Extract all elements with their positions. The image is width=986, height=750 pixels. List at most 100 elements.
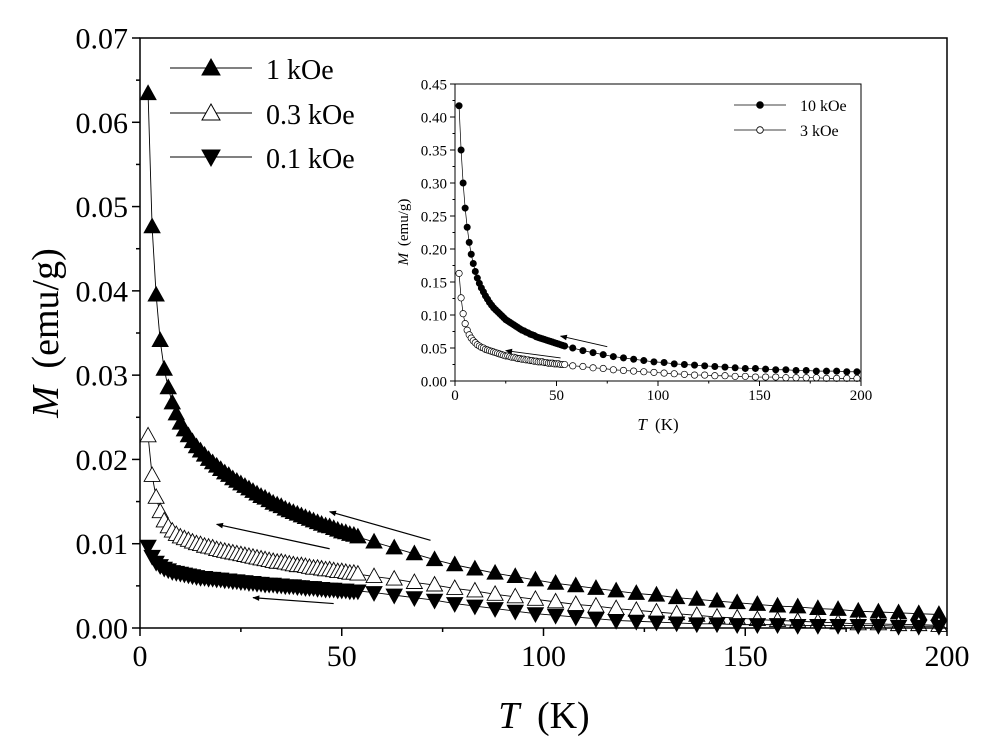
main-series-layer [139, 84, 948, 636]
main-point-0-1-koe [748, 618, 767, 634]
main-point-1-koe [143, 217, 161, 234]
main-point-0-3-koe [526, 590, 545, 606]
inset-point-3-koe [843, 374, 851, 382]
inset-axis-ticks: 0 50 100 150 200 0.00 0.05 0.10 0.15 0.20 0.25 0.30… [421, 77, 873, 404]
inset-x-axis-label: T (K) [637, 415, 678, 434]
inset-series-10-koe [455, 102, 861, 376]
main-point-0-1-koe [405, 591, 424, 607]
main-point-0-1-koe [667, 616, 686, 633]
main-y-axis-variable: M [25, 384, 67, 419]
main-point-0-1-koe [627, 614, 646, 631]
main-legend: 1 kOe 0.3 kOe 0.1 kOe [170, 55, 355, 175]
inset-y-tick-label: 0.30 [421, 176, 447, 192]
main-point-1-koe [587, 579, 605, 595]
inset-plot: 0 50 100 150 200 0.00 0.05 0.10 0.15 0.20 0.25 0.30… [396, 77, 872, 434]
inset-point-10-koe [680, 360, 688, 368]
main-point-0-1-koe [788, 619, 807, 635]
inset-point-3-koe [680, 370, 688, 378]
inset-x-tick-label: 150 [748, 388, 771, 404]
main-point-0-3-koe [546, 592, 565, 609]
inset-point-3-koe [812, 374, 820, 382]
inset-x-tick-label: 0 [451, 388, 459, 404]
inset-point-3-koe [721, 372, 729, 380]
inset-point-10-koe [670, 360, 678, 368]
inset-point-3-koe [751, 373, 759, 381]
inset-point-10-koe [569, 344, 577, 352]
main-series-0-1-koe [139, 539, 948, 636]
inset-point-10-koe [599, 351, 607, 359]
main-point-0-1-koe [546, 608, 565, 625]
inset-point-10-koe [731, 364, 739, 372]
legend-marker-0-3koe [201, 102, 221, 121]
inset-point-10-koe [471, 267, 479, 275]
main-point-1-koe [147, 285, 165, 302]
main-point-1-koe [151, 331, 169, 348]
main-point-0-3-koe [567, 595, 585, 611]
inset-point-10-koe [843, 368, 851, 376]
main-point-0-1-koe [486, 602, 504, 618]
main-point-0-1-koe [809, 619, 827, 635]
inset-point-3-koe [741, 372, 749, 380]
main-point-0-1-koe [526, 607, 545, 623]
main-point-0-3-koe [607, 599, 625, 616]
main-point-1-koe [445, 555, 464, 572]
inset-y-tick-label: 0.45 [421, 77, 447, 93]
inset-point-3-koe [822, 374, 831, 382]
main-point-1-koe [385, 538, 403, 555]
inset-point-3-koe [660, 369, 668, 377]
inset-y-axis-label: M (emu/g) [396, 199, 412, 267]
inset-point-10-koe [579, 347, 587, 355]
main-x-tick-label: 150 [723, 640, 768, 673]
main-point-1-koe [788, 597, 807, 614]
main-point-1-koe [349, 527, 367, 544]
main-x-axis-unit: (K) [537, 695, 590, 737]
inset-x-tick-label: 50 [549, 388, 564, 404]
main-point-0-1-koe [567, 610, 585, 627]
main-x-tick-label: 200 [925, 640, 970, 673]
inset-y-tick-label: 0.20 [421, 242, 447, 258]
main-point-0-1-koe [768, 618, 787, 634]
inset-point-10-koe [609, 353, 617, 361]
inset-x-axis-unit: (K) [655, 415, 679, 434]
main-point-0-1-koe [688, 617, 706, 634]
main-point-1-koe [688, 590, 706, 606]
main-point-1-koe [466, 559, 484, 576]
inset-point-3-koe [589, 364, 597, 372]
inset-point-3-koe [782, 374, 790, 382]
main-y-tick-label: 0.02 [76, 444, 129, 477]
main-y-tick-label: 0.06 [76, 107, 129, 140]
legend-label-10koe: 10 kOe [800, 98, 847, 115]
inset-point-3-koe [853, 374, 861, 382]
main-y-axis-label: M (emu/g) [25, 248, 67, 418]
legend-item-3koe: 3 kOe [734, 123, 839, 140]
inset-point-3-koe [455, 269, 463, 277]
main-point-1-koe [809, 599, 827, 616]
main-point-0-1-koe [139, 539, 157, 556]
inset-point-10-koe [802, 366, 810, 374]
inset-point-3-koe [569, 362, 577, 370]
main-point-0-3-koe [466, 581, 484, 598]
inset-point-10-koe [701, 362, 709, 370]
inset-legend: 10 kOe 3 kOe [734, 98, 847, 140]
main-point-0-3-koe [486, 584, 504, 601]
inset-point-10-koe [465, 238, 473, 246]
inset-point-3-koe [599, 364, 607, 373]
legend-item-0-3koe: 0.3 kOe [170, 100, 355, 131]
inset-point-10-koe [853, 368, 861, 376]
main-series-0-3-koe [139, 426, 948, 632]
inset-y-tick-label: 0.00 [421, 374, 447, 390]
main-point-0-1-koe [607, 613, 625, 630]
main-point-1-koe [425, 550, 444, 567]
main-point-0-1-koe [728, 618, 746, 634]
inset-series-3-koe [455, 269, 861, 382]
main-point-1-koe [708, 591, 726, 608]
inset-point-10-koe [822, 367, 830, 375]
main-point-0-1-koe [365, 586, 383, 602]
main-point-1-koe [139, 84, 157, 101]
main-point-0-1-koe [445, 597, 464, 613]
main-point-0-1-koe [425, 593, 444, 610]
main-y-tick-label: 0.05 [76, 191, 129, 224]
inset-point-3-koe [731, 372, 739, 380]
main-arrow-layer [215, 510, 431, 605]
inset-arrow-1 [559, 334, 608, 348]
